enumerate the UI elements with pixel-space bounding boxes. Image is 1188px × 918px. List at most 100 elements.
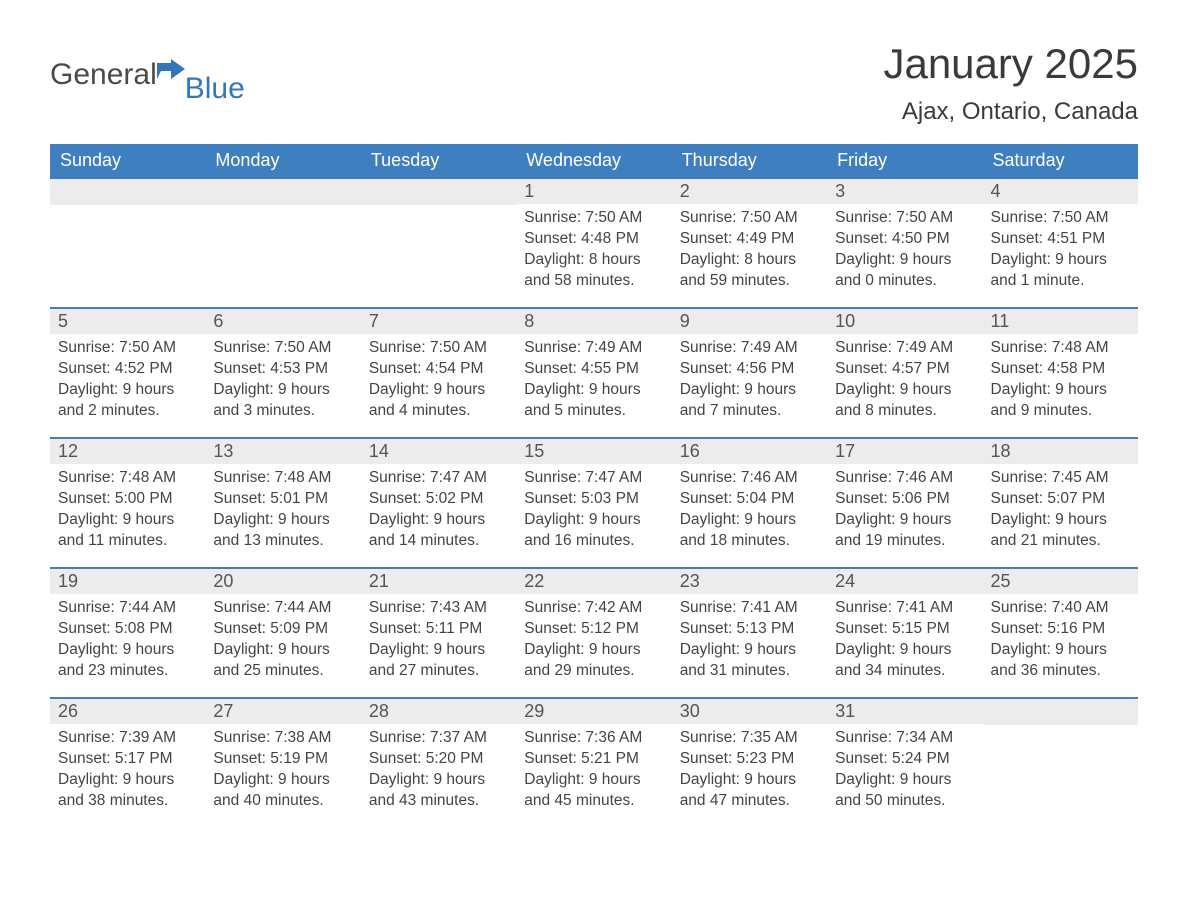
sunrise-text: Sunrise: 7:50 AM	[58, 338, 197, 359]
day-cell: 1Sunrise: 7:50 AMSunset: 4:48 PMDaylight…	[516, 179, 671, 307]
sunset-text: Sunset: 4:56 PM	[680, 359, 819, 380]
day-cell: 28Sunrise: 7:37 AMSunset: 5:20 PMDayligh…	[361, 699, 516, 827]
day-cell: 23Sunrise: 7:41 AMSunset: 5:13 PMDayligh…	[672, 569, 827, 697]
day-number: 14	[361, 439, 516, 464]
sunrise-text: Sunrise: 7:45 AM	[991, 468, 1130, 489]
sunrise-text: Sunrise: 7:40 AM	[991, 598, 1130, 619]
day-content: Sunrise: 7:48 AMSunset: 5:01 PMDaylight:…	[205, 464, 360, 560]
day-content	[361, 205, 516, 217]
day-cell: 13Sunrise: 7:48 AMSunset: 5:01 PMDayligh…	[205, 439, 360, 567]
day-cell: 20Sunrise: 7:44 AMSunset: 5:09 PMDayligh…	[205, 569, 360, 697]
daylight-text: Daylight: 9 hours and 36 minutes.	[991, 640, 1130, 682]
day-cell: 4Sunrise: 7:50 AMSunset: 4:51 PMDaylight…	[983, 179, 1138, 307]
day-cell: 22Sunrise: 7:42 AMSunset: 5:12 PMDayligh…	[516, 569, 671, 697]
sunset-text: Sunset: 5:09 PM	[213, 619, 352, 640]
day-number: 21	[361, 569, 516, 594]
day-content: Sunrise: 7:50 AMSunset: 4:51 PMDaylight:…	[983, 204, 1138, 300]
day-number: 31	[827, 699, 982, 724]
day-number: 26	[50, 699, 205, 724]
daylight-text: Daylight: 9 hours and 1 minute.	[991, 250, 1130, 292]
header: General Blue January 2025 Ajax, Ontario,…	[50, 40, 1138, 126]
day-number: 7	[361, 309, 516, 334]
weekday-header: Saturday	[983, 144, 1138, 177]
daylight-text: Daylight: 9 hours and 27 minutes.	[369, 640, 508, 682]
day-content: Sunrise: 7:40 AMSunset: 5:16 PMDaylight:…	[983, 594, 1138, 690]
weekday-header: Tuesday	[361, 144, 516, 177]
sunrise-text: Sunrise: 7:39 AM	[58, 728, 197, 749]
day-cell	[50, 179, 205, 307]
sunrise-text: Sunrise: 7:38 AM	[213, 728, 352, 749]
sunset-text: Sunset: 4:50 PM	[835, 229, 974, 250]
sunset-text: Sunset: 5:04 PM	[680, 489, 819, 510]
day-number	[361, 179, 516, 205]
day-number: 13	[205, 439, 360, 464]
day-cell: 15Sunrise: 7:47 AMSunset: 5:03 PMDayligh…	[516, 439, 671, 567]
day-number: 23	[672, 569, 827, 594]
day-cell: 24Sunrise: 7:41 AMSunset: 5:15 PMDayligh…	[827, 569, 982, 697]
week-row: 12Sunrise: 7:48 AMSunset: 5:00 PMDayligh…	[50, 437, 1138, 567]
day-content: Sunrise: 7:50 AMSunset: 4:54 PMDaylight:…	[361, 334, 516, 430]
day-number: 1	[516, 179, 671, 204]
sunset-text: Sunset: 5:02 PM	[369, 489, 508, 510]
sunset-text: Sunset: 4:58 PM	[991, 359, 1130, 380]
daylight-text: Daylight: 9 hours and 47 minutes.	[680, 770, 819, 812]
location-subtitle: Ajax, Ontario, Canada	[883, 98, 1138, 126]
daylight-text: Daylight: 9 hours and 38 minutes.	[58, 770, 197, 812]
sunrise-text: Sunrise: 7:48 AM	[213, 468, 352, 489]
day-content: Sunrise: 7:50 AMSunset: 4:52 PMDaylight:…	[50, 334, 205, 430]
day-number: 24	[827, 569, 982, 594]
day-number: 19	[50, 569, 205, 594]
day-cell: 21Sunrise: 7:43 AMSunset: 5:11 PMDayligh…	[361, 569, 516, 697]
week-row: 26Sunrise: 7:39 AMSunset: 5:17 PMDayligh…	[50, 697, 1138, 827]
daylight-text: Daylight: 9 hours and 0 minutes.	[835, 250, 974, 292]
day-number: 6	[205, 309, 360, 334]
logo: General Blue	[50, 40, 249, 92]
daylight-text: Daylight: 9 hours and 9 minutes.	[991, 380, 1130, 422]
day-content: Sunrise: 7:37 AMSunset: 5:20 PMDaylight:…	[361, 724, 516, 820]
weekday-header: Wednesday	[516, 144, 671, 177]
sunset-text: Sunset: 4:57 PM	[835, 359, 974, 380]
day-cell: 10Sunrise: 7:49 AMSunset: 4:57 PMDayligh…	[827, 309, 982, 437]
day-content: Sunrise: 7:36 AMSunset: 5:21 PMDaylight:…	[516, 724, 671, 820]
sunrise-text: Sunrise: 7:50 AM	[680, 208, 819, 229]
day-content: Sunrise: 7:47 AMSunset: 5:03 PMDaylight:…	[516, 464, 671, 560]
sunrise-text: Sunrise: 7:48 AM	[991, 338, 1130, 359]
day-cell: 27Sunrise: 7:38 AMSunset: 5:19 PMDayligh…	[205, 699, 360, 827]
day-number: 30	[672, 699, 827, 724]
day-content: Sunrise: 7:45 AMSunset: 5:07 PMDaylight:…	[983, 464, 1138, 560]
day-content	[983, 725, 1138, 737]
day-number: 16	[672, 439, 827, 464]
sunset-text: Sunset: 5:03 PM	[524, 489, 663, 510]
sunrise-text: Sunrise: 7:50 AM	[524, 208, 663, 229]
sunset-text: Sunset: 5:12 PM	[524, 619, 663, 640]
page-title: January 2025	[883, 40, 1138, 88]
day-content: Sunrise: 7:39 AMSunset: 5:17 PMDaylight:…	[50, 724, 205, 820]
day-number	[205, 179, 360, 205]
weekday-header: Monday	[205, 144, 360, 177]
sunset-text: Sunset: 5:21 PM	[524, 749, 663, 770]
sunrise-text: Sunrise: 7:49 AM	[524, 338, 663, 359]
day-content	[50, 205, 205, 217]
sunset-text: Sunset: 4:53 PM	[213, 359, 352, 380]
day-number: 17	[827, 439, 982, 464]
day-content: Sunrise: 7:35 AMSunset: 5:23 PMDaylight:…	[672, 724, 827, 820]
day-number: 28	[361, 699, 516, 724]
sunrise-text: Sunrise: 7:50 AM	[369, 338, 508, 359]
sunrise-text: Sunrise: 7:50 AM	[835, 208, 974, 229]
sunrise-text: Sunrise: 7:50 AM	[213, 338, 352, 359]
day-content: Sunrise: 7:50 AMSunset: 4:53 PMDaylight:…	[205, 334, 360, 430]
day-content: Sunrise: 7:48 AMSunset: 4:58 PMDaylight:…	[983, 334, 1138, 430]
day-cell: 14Sunrise: 7:47 AMSunset: 5:02 PMDayligh…	[361, 439, 516, 567]
day-cell: 18Sunrise: 7:45 AMSunset: 5:07 PMDayligh…	[983, 439, 1138, 567]
title-block: January 2025 Ajax, Ontario, Canada	[883, 40, 1138, 126]
day-content	[205, 205, 360, 217]
sunrise-text: Sunrise: 7:44 AM	[213, 598, 352, 619]
sunrise-text: Sunrise: 7:44 AM	[58, 598, 197, 619]
day-content: Sunrise: 7:50 AMSunset: 4:50 PMDaylight:…	[827, 204, 982, 300]
day-cell	[205, 179, 360, 307]
day-number: 15	[516, 439, 671, 464]
sunrise-text: Sunrise: 7:47 AM	[369, 468, 508, 489]
day-cell: 29Sunrise: 7:36 AMSunset: 5:21 PMDayligh…	[516, 699, 671, 827]
day-number: 5	[50, 309, 205, 334]
day-cell: 6Sunrise: 7:50 AMSunset: 4:53 PMDaylight…	[205, 309, 360, 437]
